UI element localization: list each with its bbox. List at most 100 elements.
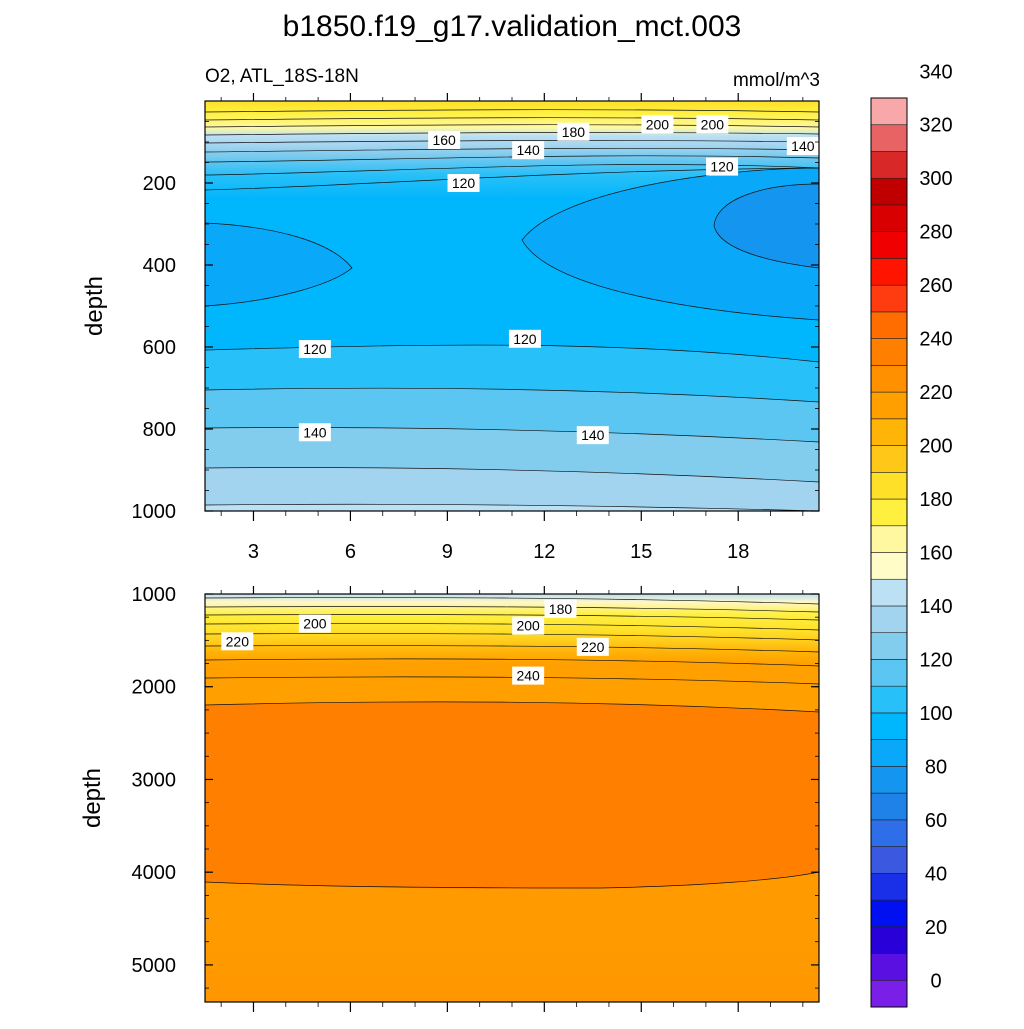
colorbar-frame xyxy=(870,97,908,1008)
colorbar-swatch xyxy=(870,766,908,794)
contour-label: 200 xyxy=(298,614,331,633)
contour-label-text: 120 xyxy=(303,341,327,357)
upper-panel: 160 180 200 200 140 140 120 120 120 120 140 140 200… xyxy=(132,93,820,523)
colorbar-tick-label: 280 xyxy=(919,222,952,244)
x-tick-label: 15 xyxy=(630,541,652,563)
colorbar-swatch xyxy=(870,792,908,821)
contour-label-box xyxy=(576,426,609,445)
contour-label-box xyxy=(298,340,331,359)
y-tick-label: 5000 xyxy=(132,955,177,977)
colorbar-swatch xyxy=(870,578,908,607)
contour-label: 200 xyxy=(641,115,674,134)
contour-label-box xyxy=(544,599,577,618)
contour-label: 120 xyxy=(508,329,541,348)
y-tick-label: 1000 xyxy=(132,584,177,606)
contour-label-text: 200 xyxy=(303,616,327,632)
colorbar-swatch xyxy=(870,498,908,527)
contour-label: 160 xyxy=(428,130,461,149)
colorbar-tick-label: 260 xyxy=(919,275,952,297)
colorbar-tick-label: 340 xyxy=(919,61,952,83)
contour-label-box xyxy=(298,423,331,442)
contour-label-text: 180 xyxy=(549,601,573,617)
colorbar-swatch xyxy=(870,177,908,206)
x-tick-label: 9 xyxy=(442,541,453,563)
colorbar-swatch xyxy=(870,873,908,901)
colorbar-tick-label: 240 xyxy=(919,329,952,351)
contour-label: 180 xyxy=(557,122,590,141)
colorbar-swatch xyxy=(870,258,908,286)
colorbar-swatch xyxy=(870,124,908,152)
y-tick-label: 800 xyxy=(143,419,176,441)
contour-label: 220 xyxy=(576,637,609,656)
x-tick-label: 6 xyxy=(345,541,356,563)
colorbar-swatch xyxy=(870,739,908,767)
contour-label-text: 220 xyxy=(581,639,605,655)
colorbar-tick-label: 0 xyxy=(930,970,941,992)
contour-label: 200 xyxy=(512,616,545,635)
colorbar-swatch xyxy=(870,605,908,634)
colorbar-swatch xyxy=(870,926,908,954)
x-tick-label: 3 xyxy=(248,541,259,563)
upper-deep-band-4 xyxy=(205,467,819,511)
y-tick-label: 1000 xyxy=(132,501,177,523)
contour-label: 120 xyxy=(298,340,331,359)
colorbar-swatch xyxy=(870,311,908,339)
contour-label-text: 140 xyxy=(581,427,605,443)
colorbar-swatch xyxy=(870,632,908,660)
colorbar-swatch xyxy=(870,552,908,580)
contour-label-text: 240 xyxy=(516,668,540,684)
colorbar-tick-label: 180 xyxy=(919,489,952,511)
colorbar-swatch xyxy=(870,284,908,313)
y-tick-label: 2000 xyxy=(132,677,177,699)
lower-axis-ticks: 1000 2000 3000 4000 5000 xyxy=(132,584,819,1012)
contour-label-text: 180 xyxy=(562,124,586,140)
contour-label: 120 xyxy=(706,157,739,176)
contour-label-box xyxy=(298,614,331,633)
colorbar-tick-label: 40 xyxy=(925,863,947,885)
upper-low-oxygen-region-left xyxy=(205,223,352,306)
colorbar-swatch xyxy=(870,659,908,687)
colorbar-swatch xyxy=(870,445,908,473)
contour-label: 140 xyxy=(786,137,819,156)
contour-label: 120 xyxy=(447,174,480,192)
lower-deep-band xyxy=(205,701,819,889)
contour-label-box xyxy=(512,616,545,635)
contour-label-text: 140 xyxy=(791,138,815,154)
lower-panel: 180 200 200 220 220 240 1000 2000 3000 4000 5000 xyxy=(132,584,820,1012)
colorbar-swatch xyxy=(870,525,908,553)
contour-label-text: 160 xyxy=(432,132,456,148)
colorbar-swatch xyxy=(870,338,908,366)
contour-label-box xyxy=(786,137,819,156)
lower-ylabel: depth xyxy=(79,768,106,828)
colorbar-swatch xyxy=(870,391,908,420)
contour-label: 140 xyxy=(298,423,331,442)
contour-label-box xyxy=(428,130,461,149)
upper-contour-labels: 160 180 200 200 140 140 120 120 120 120 140 140 xyxy=(298,115,819,445)
y-tick-label: 4000 xyxy=(132,862,177,884)
colorbar-tick-label: 60 xyxy=(925,810,947,832)
colorbar-tick-label: 220 xyxy=(919,382,952,404)
chart-title: b1850.f19_g17.validation_mct.003 xyxy=(283,10,742,43)
contour-label: 140 xyxy=(576,426,609,445)
upper-ylabel: depth xyxy=(81,276,108,336)
contour-label-box xyxy=(706,157,739,176)
y-tick-label: 200 xyxy=(143,173,176,195)
y-tick-label: 600 xyxy=(143,337,176,359)
upper-axis-ticks: 200 400 600 800 1000 xyxy=(132,93,819,523)
chart-subtitle-right: mmol/m^3 xyxy=(733,70,820,91)
x-tick-label: 18 xyxy=(727,541,749,563)
lower-contour-labels: 180 200 200 220 220 240 xyxy=(221,599,609,685)
colorbar-swatch xyxy=(870,685,908,714)
contour-label-box xyxy=(508,329,541,348)
colorbar-tick-label: 140 xyxy=(919,596,952,618)
colorbar-tick-label: 160 xyxy=(919,543,952,565)
colorbar-tick-label: 80 xyxy=(925,756,947,778)
colorbar-tick-label: 120 xyxy=(919,649,952,671)
colorbar-swatch xyxy=(870,953,908,981)
contour-label-text: 200 xyxy=(516,618,540,634)
contour-label: 220 xyxy=(221,632,254,651)
contour-label-text: 120 xyxy=(452,175,476,191)
y-tick-label: 3000 xyxy=(132,769,177,791)
y-tick-label: 400 xyxy=(143,255,176,277)
